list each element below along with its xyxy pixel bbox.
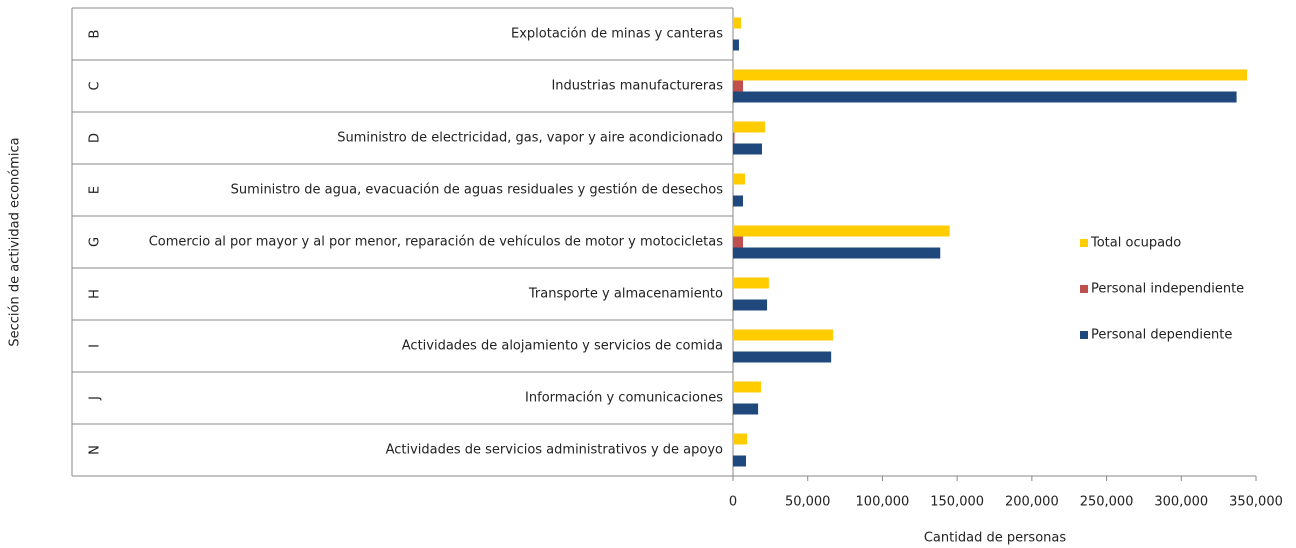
- bar: [733, 247, 941, 259]
- bar: [733, 69, 1248, 81]
- legend-label: Personal dependiente: [1091, 328, 1232, 343]
- x-tick-label: 150,000: [930, 495, 984, 510]
- category-label: Industrias manufactureras: [551, 79, 723, 94]
- bar: [733, 173, 745, 185]
- legend-swatch: [1080, 239, 1088, 247]
- bar: [733, 132, 735, 144]
- legend-swatch: [1080, 285, 1088, 293]
- x-tick-label: 350,000: [1229, 495, 1283, 510]
- bar: [733, 39, 739, 51]
- y-axis-title: Sección de actividad económica: [8, 137, 23, 346]
- category-code: J: [88, 396, 103, 401]
- category-label: Explotación de minas y canteras: [511, 27, 723, 42]
- bar: [733, 80, 744, 92]
- bar: [733, 455, 747, 467]
- bar: [733, 195, 744, 207]
- x-tick-label: 200,000: [1005, 495, 1059, 510]
- legend-label: Personal independiente: [1091, 282, 1244, 297]
- bar: [733, 381, 762, 393]
- category-label: Comercio al por mayor y al por menor, re…: [149, 235, 723, 250]
- bar: [733, 433, 748, 445]
- category-code: C: [88, 81, 103, 90]
- category-label: Actividades de servicios administrativos…: [386, 443, 723, 458]
- category-code: B: [88, 30, 103, 39]
- category-label: Transporte y almacenamiento: [528, 287, 723, 302]
- x-tick-label: 0: [729, 495, 737, 510]
- bar: [733, 329, 834, 341]
- category-code: D: [88, 133, 103, 143]
- category-code: H: [88, 289, 103, 299]
- category-code: I: [88, 344, 103, 348]
- bar: [733, 91, 1237, 103]
- x-tick-label: 100,000: [856, 495, 910, 510]
- bar: [733, 299, 768, 311]
- x-tick-label: 50,000: [785, 495, 831, 510]
- legend-label: Total ocupado: [1090, 236, 1181, 251]
- category-code: G: [88, 237, 103, 247]
- bar: [733, 121, 765, 133]
- bar: [733, 17, 742, 29]
- bar: [733, 403, 759, 415]
- legend-swatch: [1080, 331, 1088, 339]
- bar: [733, 277, 769, 289]
- category-label: Información y comunicaciones: [525, 391, 723, 406]
- category-label: Suministro de agua, evacuación de aguas …: [231, 183, 724, 198]
- bar: [733, 225, 950, 237]
- x-axis-title: Cantidad de personas: [924, 531, 1067, 546]
- x-tick-label: 300,000: [1154, 495, 1208, 510]
- bar: [733, 236, 744, 248]
- category-code: E: [88, 186, 103, 194]
- bar: [733, 143, 762, 155]
- x-tick-label: 250,000: [1080, 495, 1134, 510]
- category-code: N: [88, 445, 103, 455]
- bar: [733, 351, 832, 363]
- category-label: Suministro de electricidad, gas, vapor y…: [337, 131, 723, 146]
- category-label: Actividades de alojamiento y servicios d…: [402, 339, 723, 354]
